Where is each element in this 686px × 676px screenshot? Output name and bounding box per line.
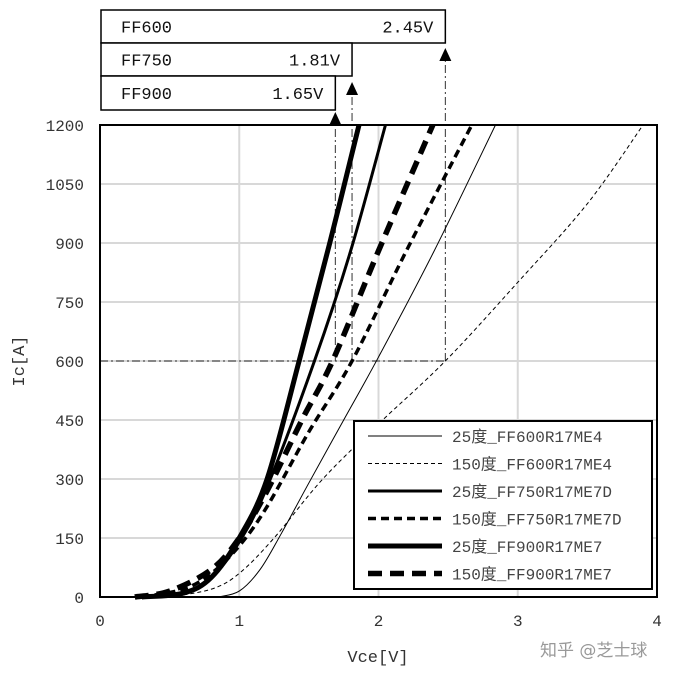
curves bbox=[134, 123, 644, 600]
plot-frame bbox=[99, 124, 658, 598]
legend-label: 25度_FF900R17ME7 bbox=[452, 538, 602, 557]
series-line-4 bbox=[141, 124, 362, 600]
annotation-box bbox=[100, 75, 337, 111]
y-tick-label: 1050 bbox=[46, 177, 84, 195]
y-tick-label: 450 bbox=[55, 413, 84, 431]
y-tick-label: 150 bbox=[55, 531, 84, 549]
reference-lines bbox=[100, 60, 446, 362]
x-tick-label: 1 bbox=[234, 613, 244, 631]
y-tick-label: 900 bbox=[55, 236, 84, 254]
annotation-value: 1.65V bbox=[272, 86, 324, 105]
y-tick-label: 1200 bbox=[46, 118, 84, 136]
legend-label: 25度_FF750R17ME7D bbox=[452, 483, 612, 502]
annotation-box bbox=[100, 9, 447, 44]
legend-label: 150度_FF900R17ME7 bbox=[452, 566, 612, 585]
watermark: 知乎 @芝士球 bbox=[540, 641, 647, 661]
x-tick-label: 4 bbox=[652, 613, 662, 631]
annotation-value: 1.81V bbox=[289, 53, 341, 72]
legend: 25度_FF600R17ME4 150度_FF600R17ME4 25度_FF750… bbox=[353, 420, 653, 590]
legend-label: 25度_FF600R17ME4 bbox=[452, 428, 602, 447]
series-line-0 bbox=[218, 124, 496, 598]
x-tick-label: 3 bbox=[513, 613, 523, 631]
y-tick-label: 300 bbox=[55, 472, 84, 490]
legend-box bbox=[353, 420, 653, 590]
x-axis-label: Vce[V] bbox=[347, 649, 408, 668]
annotation-value: 2.45V bbox=[382, 20, 434, 39]
series-line-1 bbox=[169, 124, 644, 598]
legend-label: 150度_FF600R17ME4 bbox=[452, 456, 612, 475]
y-tick-label: 600 bbox=[55, 354, 84, 372]
series-line-5 bbox=[134, 123, 436, 600]
y-axis-label: Ic[A] bbox=[11, 335, 30, 386]
annotation-device: FF600 bbox=[121, 20, 172, 39]
x-tick-label: 2 bbox=[374, 613, 384, 631]
x-tick-label: 0 bbox=[95, 613, 105, 631]
y-tick-label: 750 bbox=[55, 295, 84, 313]
legend-label: 150度_FF750R17ME7D bbox=[452, 511, 622, 530]
series-line-3 bbox=[141, 124, 474, 599]
tick-labels: 0 1 2 3 4 0 150 300 450 600 750 900 1050 1200 bbox=[46, 118, 662, 631]
annotation-device: FF750 bbox=[121, 53, 172, 72]
arrow-up-icon bbox=[329, 112, 342, 125]
y-tick-label: 0 bbox=[74, 590, 84, 608]
arrow-up-icon bbox=[346, 82, 359, 95]
annotation-device: FF900 bbox=[121, 86, 172, 105]
annotations: FF600 2.45V FF750 1.81V FF900 1.65V bbox=[100, 9, 452, 125]
arrow-up-icon bbox=[439, 48, 452, 61]
